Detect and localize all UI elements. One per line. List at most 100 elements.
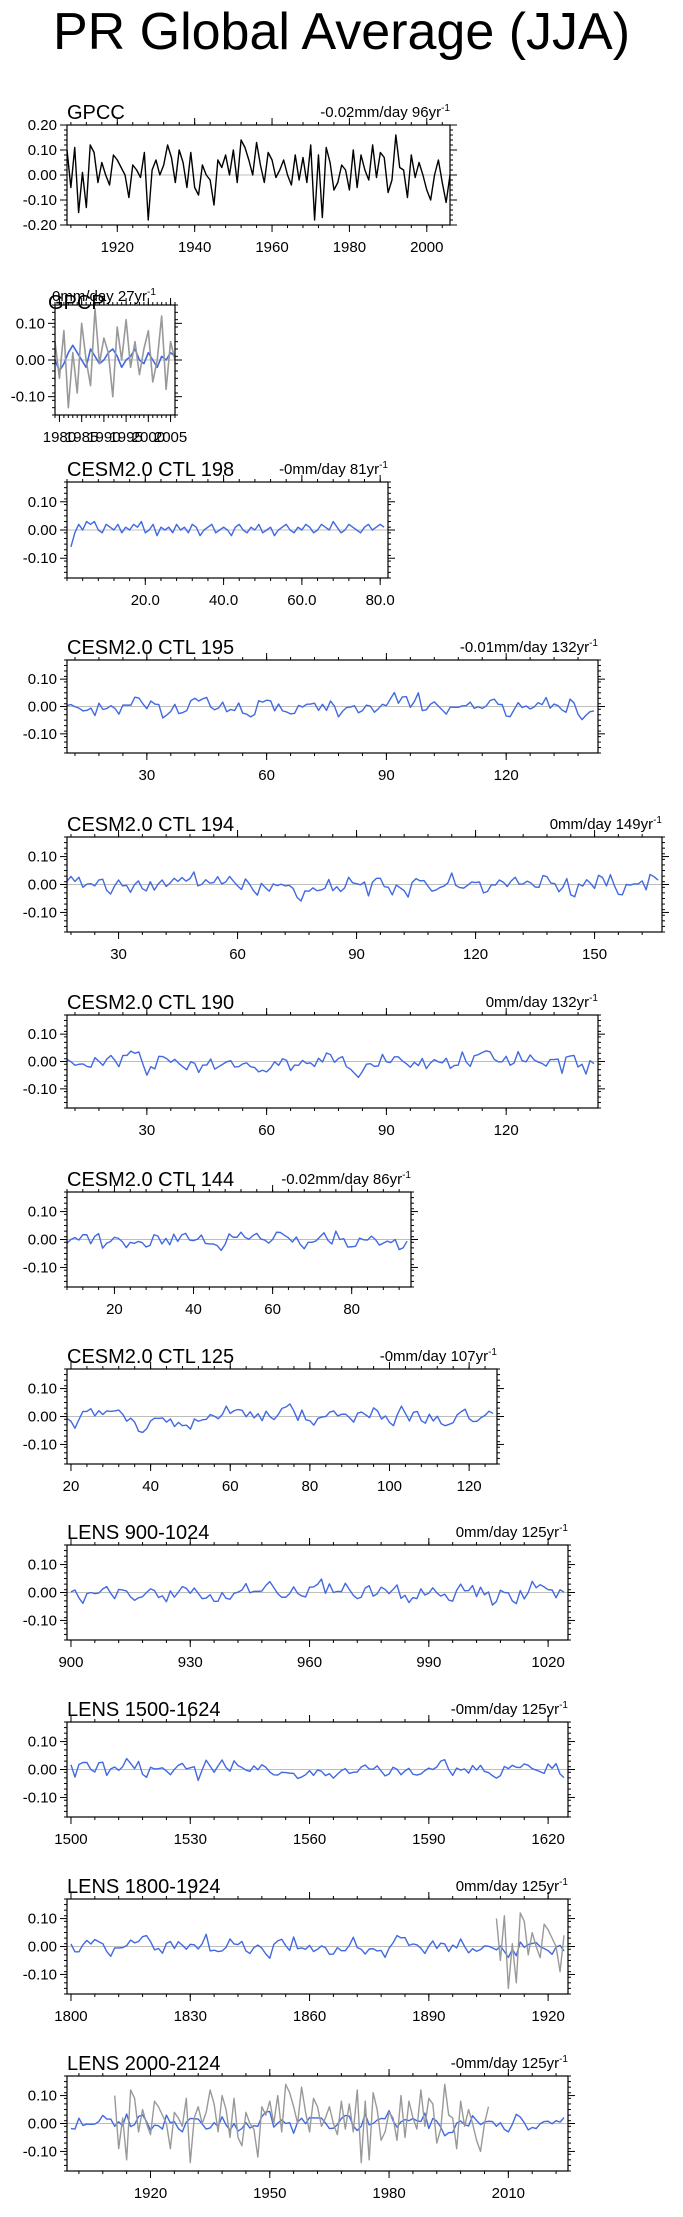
series-line-lens-2000-2124 — [70, 2109, 565, 2137]
y-tick-label: -0.10 — [23, 726, 57, 743]
x-tick-label: 60 — [264, 1301, 281, 1318]
y-tick-label: 0.10 — [28, 2088, 57, 2105]
y-tick-label: 0.10 — [28, 494, 57, 511]
panel-title: CESM2.0 CTL 144 — [67, 1169, 234, 1191]
panel-7: -0.10 0.00 0.10 20 40 60 80 CESM2.0 CTL 144 -0.0… — [23, 1169, 418, 1318]
x-tick-label: 60 — [222, 1478, 239, 1495]
y-tick-label: 0.00 — [28, 2116, 57, 2133]
panel-title: CESM2.0 CTL 195 — [67, 637, 234, 659]
x-tick-label: 60.0 — [287, 592, 316, 609]
y-tick-label: 0.10 — [28, 1204, 57, 1221]
y-tick-label: 0.10 — [28, 1734, 57, 1751]
x-tick-label: 1620 — [531, 1831, 564, 1848]
x-tick-label: 60 — [258, 1122, 275, 1139]
x-tick-label: 80.0 — [366, 592, 395, 609]
x-tick-label: 80 — [302, 1478, 319, 1495]
x-tick-label: 30 — [139, 1122, 156, 1139]
x-tick-label: 120 — [457, 1478, 482, 1495]
x-tick-label: 120 — [463, 946, 488, 963]
x-tick-label: 30 — [110, 946, 127, 963]
panel-title: LENS 900-1024 — [67, 1522, 209, 1544]
panel-title: LENS 2000-2124 — [67, 2053, 220, 2075]
trend-annotation: 0mm/day 125yr-1 — [456, 1523, 569, 1541]
trend-annotation: 0mm/day 27yr-1 — [52, 287, 156, 305]
x-tick-label: 1920 — [134, 2185, 167, 2202]
panel-title: GPCC — [67, 102, 125, 124]
x-tick-label: 1985 — [65, 429, 98, 446]
x-tick-label: 1800 — [54, 2008, 87, 2025]
panel-10: -0.10 0.00 0.10 1500 1530 1560 1590 1620 LENS 15… — [23, 1699, 575, 1848]
y-tick-label: 0.00 — [28, 1939, 57, 1956]
y-tick-label: 0.00 — [28, 699, 57, 716]
x-tick-label: 60 — [229, 946, 246, 963]
x-tick-label: 1990 — [87, 429, 120, 446]
trend-annotation: -0.01mm/day 132yr-1 — [460, 638, 599, 656]
y-tick-label: -0.10 — [23, 2143, 57, 2160]
figure-title: PR Global Average (JJA) — [52, 3, 631, 61]
y-tick-label: 0.10 — [28, 671, 57, 688]
series-line-gpcc — [66, 134, 451, 221]
trend-annotation: -0.02mm/day 86yr-1 — [281, 1170, 411, 1188]
panel-title: CESM2.0 CTL 190 — [67, 992, 234, 1014]
x-tick-label: 100 — [377, 1478, 402, 1495]
series-line-ctl-194 — [66, 871, 659, 902]
panel-title: CESM2.0 CTL 125 — [67, 1346, 234, 1368]
panel-9: -0.10 0.00 0.10 900 930 960 990 1020 LENS 900-10… — [23, 1522, 575, 1671]
y-tick-label: 0.10 — [28, 1911, 57, 1928]
y-tick-label: 0.10 — [16, 315, 45, 332]
x-tick-label: 150 — [582, 946, 607, 963]
x-tick-label: 90 — [378, 767, 395, 784]
y-tick-label: -0.10 — [23, 1081, 57, 1098]
y-tick-label: 0.00 — [28, 1409, 57, 1426]
panel-title: LENS 1800-1924 — [67, 1876, 220, 1898]
y-tick-label: 0.10 — [28, 1026, 57, 1043]
y-tick-label: 0.00 — [28, 877, 57, 894]
x-tick-label: 990 — [416, 1654, 441, 1671]
x-tick-label: 960 — [297, 1654, 322, 1671]
x-tick-label: 120 — [494, 767, 519, 784]
x-tick-label: 90 — [378, 1122, 395, 1139]
x-tick-label: 2000 — [132, 429, 165, 446]
x-tick-label: 60 — [258, 767, 275, 784]
x-tick-label: 20.0 — [131, 592, 160, 609]
series-line-ctl-125 — [66, 1403, 494, 1434]
x-tick-label: 1940 — [178, 239, 211, 256]
x-tick-label: 2010 — [492, 2185, 525, 2202]
y-tick-label: -0.10 — [11, 389, 45, 406]
y-tick-label: -0.10 — [23, 1966, 57, 1983]
y-tick-label: -0.10 — [23, 904, 57, 921]
y-tick-label: -0.10 — [23, 1436, 57, 1453]
series-line-gpcc-overlay — [54, 307, 176, 409]
trend-annotation: -0mm/day 125yr-1 — [451, 1700, 569, 1718]
panel-1: -0.20 -0.10 0.00 0.10 0.20 1920 1940 1960 1980 20… — [23, 102, 457, 256]
y-tick-label: -0.10 — [23, 550, 57, 567]
x-tick-label: 1920 — [101, 239, 134, 256]
trend-annotation: 0mm/day 149yr-1 — [550, 815, 663, 833]
trend-annotation: 0mm/day 125yr-1 — [456, 1877, 569, 1895]
panel-4: -0.10 0.00 0.10 30 60 90 120 CESM2.0 CTL 195 -0.… — [23, 637, 605, 784]
x-tick-label: 1980 — [333, 239, 366, 256]
x-tick-label: 1020 — [531, 1654, 564, 1671]
series-line-ctl-195 — [66, 691, 595, 721]
y-tick-label: -0.20 — [23, 217, 57, 234]
series-line-ctl-198 — [70, 520, 385, 548]
trend-annotation: -0.02mm/day 96yr-1 — [320, 103, 450, 121]
y-tick-label: 0.10 — [28, 142, 57, 159]
y-tick-label: 0.10 — [28, 1557, 57, 1574]
y-tick-label: 0.00 — [28, 1232, 57, 1249]
x-tick-label: 2005 — [154, 429, 187, 446]
panel-title: CESM2.0 CTL 194 — [67, 814, 234, 836]
y-tick-label: 0.00 — [16, 352, 45, 369]
x-tick-label: 30 — [139, 767, 156, 784]
panel-8: -0.10 0.00 0.10 20 40 60 80 100 120 CESM2.0 CTL 1… — [23, 1346, 504, 1495]
series-line-lens-1500-1624 — [70, 1757, 565, 1782]
panel-12: -0.10 0.00 0.10 1920 1950 1980 2010 LENS 2000-2… — [23, 2053, 575, 2202]
panel-title: CESM2.0 CTL 198 — [67, 459, 234, 481]
y-tick-label: 0.00 — [28, 1054, 57, 1071]
y-tick-label: -0.10 — [23, 1612, 57, 1629]
y-tick-label: 0.00 — [28, 1585, 57, 1602]
panel-title: LENS 1500-1624 — [67, 1699, 220, 1721]
x-tick-label: 1950 — [253, 2185, 286, 2202]
panel-11: -0.10 0.00 0.10 1800 1830 1860 1890 1920 LENS 18… — [23, 1876, 575, 2025]
